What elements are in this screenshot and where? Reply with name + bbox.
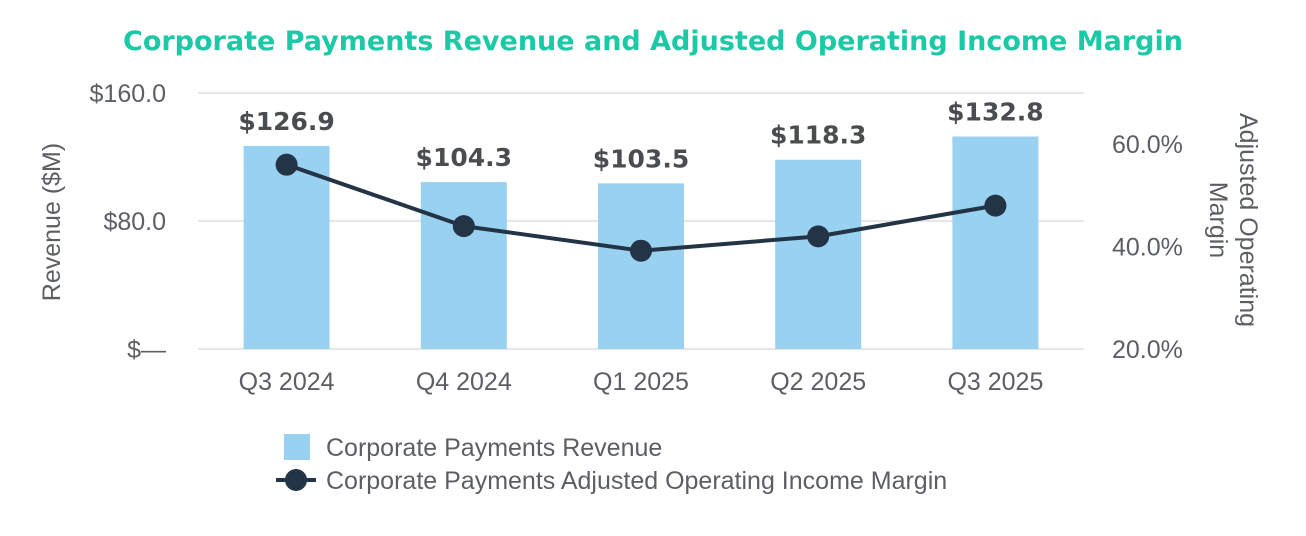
legend: Corporate Payments Revenue Corporate Paym… <box>276 434 947 495</box>
data-labels: $126.9 $104.3 $103.5 $118.3 $132.8 <box>238 98 1043 174</box>
bar-value-label: $132.8 <box>947 98 1043 127</box>
y2-tick-label: 40.0% <box>1112 234 1183 262</box>
legend-swatch-marker <box>285 469 307 491</box>
margin-point <box>452 215 475 238</box>
legend-label-margin: Corporate Payments Adjusted Operating In… <box>326 467 947 495</box>
bar-value-label: $104.3 <box>416 143 512 172</box>
margin-point <box>807 225 830 248</box>
margin-point <box>630 239 652 262</box>
bar <box>598 183 684 349</box>
bar-value-label: $103.5 <box>593 144 689 173</box>
x-axis: Q3 2024 Q4 2024 Q1 2025 Q2 2025 Q3 2025 <box>239 368 1044 396</box>
bar <box>775 159 862 349</box>
y-tick-label: $80.0 <box>103 208 166 236</box>
y-tick-label: $— <box>127 336 166 364</box>
y2-tick-label: 60.0% <box>1112 131 1183 159</box>
bar-value-label: $118.3 <box>770 121 866 150</box>
line-series <box>275 153 1007 262</box>
legend-swatch-bar <box>284 434 310 460</box>
x-tick-label: Q3 2025 <box>947 368 1043 396</box>
x-tick-label: Q2 2025 <box>770 368 866 396</box>
x-tick-label: Q3 2024 <box>239 368 335 396</box>
bar-value-label: $126.9 <box>238 107 334 136</box>
y-axis-title: Revenue ($M) <box>38 143 66 301</box>
bar-series <box>243 136 1039 349</box>
y2-axis-title: Adjusted OperatingMargin <box>1204 113 1262 327</box>
y-axis-right: 20.0% 40.0% 60.0% <box>1112 131 1183 364</box>
bar <box>243 145 330 349</box>
x-tick-label: Q4 2024 <box>416 368 512 396</box>
margin-point <box>275 153 298 176</box>
margin-point <box>984 194 1007 217</box>
y2-tick-label: 20.0% <box>1112 336 1183 364</box>
chart-title: Corporate Payments Revenue and Adjusted … <box>123 26 1183 57</box>
bar <box>420 182 507 349</box>
y-axis-left: $— $80.0 $160.0 <box>90 80 166 364</box>
bar <box>952 136 1039 349</box>
y-tick-label: $160.0 <box>90 80 166 108</box>
legend-label-revenue: Corporate Payments Revenue <box>326 434 662 462</box>
x-tick-label: Q1 2025 <box>593 368 689 396</box>
